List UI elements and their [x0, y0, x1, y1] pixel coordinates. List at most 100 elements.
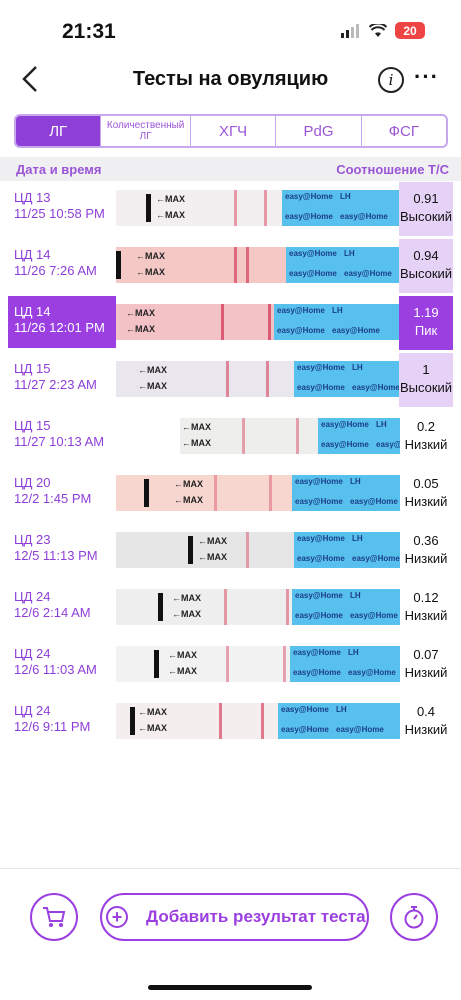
- ratio-value: 1: [422, 362, 430, 377]
- result-row[interactable]: ЦД 13 11/25 10:58 PM ←MAX ←MAX easy@Home easy…: [0, 180, 461, 237]
- tab-hcg[interactable]: ХГЧ: [191, 116, 277, 146]
- test-strip-image[interactable]: ←MAX ←MAX easy@Home easy@Home easy@Home LH: [116, 532, 400, 568]
- test-strip-image[interactable]: ←MAX ←MAX easy@Home easy@Home easy@Home LH: [116, 304, 400, 340]
- lh-label: LH: [340, 192, 351, 201]
- cycle-day: ЦД 24: [14, 703, 51, 718]
- ratio-level: Пик: [414, 323, 438, 338]
- test-line: [242, 418, 245, 454]
- strip-handle: easy@Home easy@Home easy@Home LH: [278, 703, 400, 739]
- brand-label: easy@Home: [350, 611, 398, 620]
- test-line: [226, 646, 229, 682]
- strip-marker: [130, 707, 135, 735]
- ratio-level: Низкий: [404, 551, 448, 566]
- cart-button[interactable]: [30, 893, 78, 941]
- add-result-button[interactable]: + Добавить результат теста: [100, 893, 369, 941]
- test-strip-image[interactable]: ←MAX ←MAX easy@Home easy@Home easy@Home LH: [116, 190, 400, 226]
- brand-label: easy@Home: [281, 725, 329, 734]
- brand-label: easy@Home: [350, 497, 398, 506]
- brand-label: easy@Home: [352, 554, 400, 563]
- tab-pdg[interactable]: PdG: [276, 116, 362, 146]
- strip-marker: [158, 593, 163, 621]
- ratio-cell: 0.94 Высокий: [399, 239, 453, 293]
- lh-label: LH: [350, 591, 361, 600]
- ratio-cell: 0.07 Низкий: [399, 638, 453, 692]
- ratio-level: Высокий: [399, 266, 453, 281]
- ratio-cell: 0.36 Низкий: [399, 524, 453, 578]
- ratio-value: 0.05: [413, 476, 439, 491]
- test-line: [286, 589, 289, 625]
- test-strip-image[interactable]: ←MAX ←MAX easy@Home easy@Home easy@Home LH: [116, 589, 400, 625]
- brand-label: easy@Home: [295, 591, 343, 600]
- test-line: [214, 475, 217, 511]
- chevron-left-icon[interactable]: [20, 64, 48, 98]
- result-row[interactable]: ЦД 24 12/6 11:03 AM ←MAX ←MAX easy@Home easy@…: [0, 636, 461, 693]
- brand-label: easy@Home: [289, 249, 337, 258]
- brand-label: easy@Home: [295, 611, 343, 620]
- result-row[interactable]: ЦД 20 12/2 1:45 PM ←MAX ←MAX easy@Home easy@H…: [0, 465, 461, 522]
- test-line: [269, 475, 272, 511]
- cycle-day: ЦД 23: [14, 532, 51, 547]
- cycle-day: ЦД 15: [14, 418, 51, 433]
- lh-label: LH: [376, 420, 387, 429]
- ratio-cell: 0.4 Низкий: [399, 695, 453, 749]
- row-date: ЦД 15 11/27 10:13 AM: [8, 410, 116, 462]
- test-line: [268, 304, 271, 340]
- wifi-icon: [369, 23, 387, 37]
- max-label: ←MAX: [156, 210, 185, 220]
- timer-button[interactable]: [390, 893, 438, 941]
- strip-marker: [146, 194, 151, 222]
- test-strip-image[interactable]: ←MAX ←MAX easy@Home easy@Home easy@Home LH: [116, 475, 400, 511]
- row-date: ЦД 14 11/26 7:26 AM: [8, 239, 116, 291]
- tab-fsh[interactable]: ФСГ: [388, 122, 420, 140]
- test-line: [234, 247, 237, 283]
- ratio-value: 0.36: [413, 533, 439, 548]
- brand-label: easy@Home: [293, 648, 341, 657]
- cart-icon: [43, 907, 66, 927]
- tab-quantitative-lh[interactable]: Количественный ЛГ: [101, 116, 191, 146]
- test-strip-image[interactable]: ←MAX ←MAX easy@Home easy@Home easy@Home LH: [116, 646, 400, 682]
- result-row[interactable]: ЦД 15 11/27 10:13 AM ←MAX ←MAX easy@Home easy…: [0, 408, 461, 465]
- row-date: ЦД 15 11/27 2:23 AM: [8, 353, 116, 405]
- max-label: ←MAX: [156, 194, 185, 204]
- max-label: ←MAX: [172, 593, 201, 603]
- test-strip-image[interactable]: ←MAX ←MAX easy@Home easy@Home easy@Home LH: [180, 418, 400, 454]
- test-strip-image[interactable]: ←MAX ←MAX easy@Home easy@Home easy@Home LH: [116, 361, 400, 397]
- test-line: [246, 532, 249, 568]
- result-row[interactable]: ЦД 24 12/6 9:11 PM ←MAX ←MAX easy@Home easy@H…: [0, 693, 461, 750]
- test-line: [296, 418, 299, 454]
- status-bar: 21:31 20: [0, 0, 461, 56]
- test-datetime: 11/26 7:26 AM: [14, 263, 97, 278]
- more-icon[interactable]: ···: [414, 64, 439, 89]
- max-label: ←MAX: [136, 251, 165, 261]
- ratio-cell: 1 Высокий: [399, 353, 453, 407]
- max-label: ←MAX: [198, 552, 227, 562]
- cycle-day: ЦД 24: [14, 646, 51, 661]
- row-date: ЦД 13 11/25 10:58 PM: [8, 182, 116, 234]
- brand-label: easy@Home: [277, 306, 325, 315]
- test-line: [266, 361, 269, 397]
- cycle-day: ЦД 24: [14, 589, 51, 604]
- result-row[interactable]: ЦД 14 11/26 12:01 PM ←MAX ←MAX easy@Home easy…: [0, 294, 461, 351]
- info-icon[interactable]: i: [378, 67, 404, 93]
- max-label: ←MAX: [168, 650, 197, 660]
- brand-label: easy@Home: [297, 383, 345, 392]
- ratio-level: Низкий: [404, 722, 448, 737]
- row-date: ЦД 24 12/6 11:03 AM: [8, 638, 116, 690]
- result-row[interactable]: ЦД 23 12/5 11:13 PM ←MAX ←MAX easy@Home easy@…: [0, 522, 461, 579]
- ratio-level: Низкий: [404, 665, 448, 680]
- row-date: ЦД 24 12/6 9:11 PM: [8, 695, 116, 747]
- result-row[interactable]: ЦД 14 11/26 7:26 AM ←MAX ←MAX easy@Home easy@…: [0, 237, 461, 294]
- header-date-time: Дата и время: [16, 162, 102, 177]
- tab-lh[interactable]: ЛГ: [16, 116, 102, 146]
- max-label: ←MAX: [168, 666, 197, 676]
- ratio-value: 0.2: [416, 419, 436, 434]
- strip-marker: [144, 479, 149, 507]
- ratio-value: 0.91: [413, 191, 439, 206]
- result-row[interactable]: ЦД 24 12/6 2:14 AM ←MAX ←MAX easy@Home easy@H…: [0, 579, 461, 636]
- test-strip-image[interactable]: ←MAX ←MAX easy@Home easy@Home easy@Home LH: [116, 247, 400, 283]
- ratio-value: 0.12: [413, 590, 439, 605]
- test-strip-image[interactable]: ←MAX ←MAX easy@Home easy@Home easy@Home LH: [116, 703, 400, 739]
- ratio-cell: 1.19 Пик: [399, 296, 453, 350]
- strip-handle: easy@Home easy@Home easy@Home LH: [292, 475, 400, 511]
- result-row[interactable]: ЦД 15 11/27 2:23 AM ←MAX ←MAX easy@Home easy@…: [0, 351, 461, 408]
